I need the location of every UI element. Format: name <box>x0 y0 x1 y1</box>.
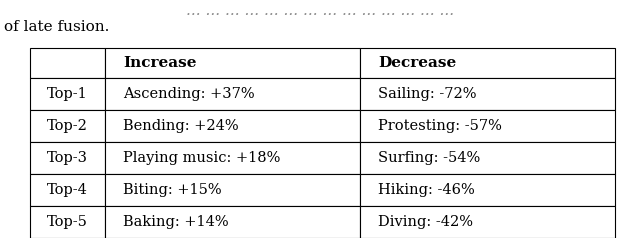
Text: Top-5: Top-5 <box>47 215 88 229</box>
Bar <box>360 110 615 142</box>
Bar <box>30 78 105 110</box>
Bar <box>360 206 615 238</box>
Text: Baking: +14%: Baking: +14% <box>123 215 228 229</box>
Text: Sailing: -72%: Sailing: -72% <box>378 87 476 101</box>
Text: Bending: +24%: Bending: +24% <box>123 119 239 133</box>
Bar <box>360 142 615 174</box>
Text: of late fusion.: of late fusion. <box>4 20 109 34</box>
Bar <box>105 206 360 238</box>
Bar <box>105 48 360 78</box>
Text: Playing music: +18%: Playing music: +18% <box>123 151 280 165</box>
Bar <box>360 48 615 78</box>
Text: Top-4: Top-4 <box>47 183 88 197</box>
Text: ... ... ... ... ... ... ... ... ... ... ... ... ... ...: ... ... ... ... ... ... ... ... ... ... … <box>186 4 454 18</box>
Bar <box>105 110 360 142</box>
Bar <box>360 174 615 206</box>
Bar <box>30 48 105 78</box>
Bar <box>105 174 360 206</box>
Bar <box>30 142 105 174</box>
Text: Top-2: Top-2 <box>47 119 88 133</box>
Text: Hiking: -46%: Hiking: -46% <box>378 183 475 197</box>
Bar <box>360 78 615 110</box>
Text: Top-3: Top-3 <box>47 151 88 165</box>
Text: Biting: +15%: Biting: +15% <box>123 183 221 197</box>
Text: Protesting: -57%: Protesting: -57% <box>378 119 502 133</box>
Bar <box>30 206 105 238</box>
Text: Surfing: -54%: Surfing: -54% <box>378 151 480 165</box>
Text: Increase: Increase <box>123 56 196 70</box>
Bar <box>105 78 360 110</box>
Bar <box>30 110 105 142</box>
Bar <box>105 142 360 174</box>
Bar <box>30 174 105 206</box>
Text: Diving: -42%: Diving: -42% <box>378 215 473 229</box>
Text: Decrease: Decrease <box>378 56 456 70</box>
Text: Top-1: Top-1 <box>47 87 88 101</box>
Text: Ascending: +37%: Ascending: +37% <box>123 87 255 101</box>
